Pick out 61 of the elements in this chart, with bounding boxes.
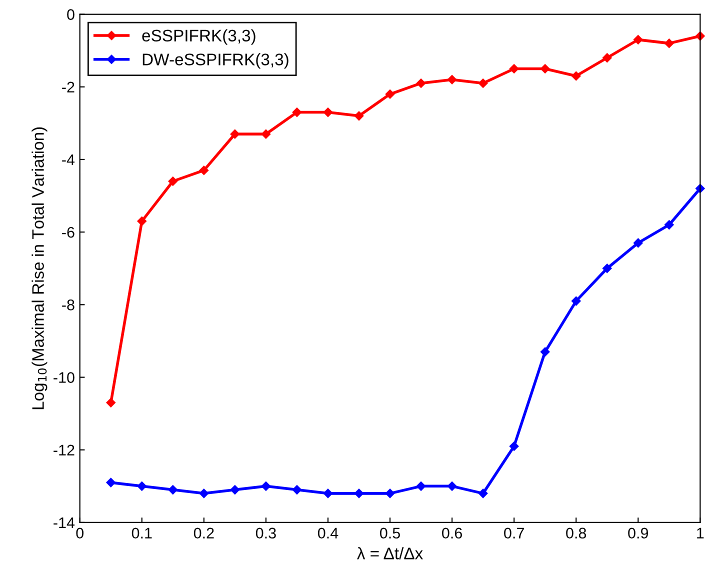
x-tick-label: 0.7: [504, 528, 524, 539]
legend-label: eSSPIFRK(3,3): [142, 29, 256, 45]
x-tick-label: 0.8: [566, 528, 586, 539]
x-tick-label: 0.5: [380, 528, 400, 539]
point: [261, 129, 271, 139]
point: [230, 485, 240, 494]
y-tick-label: -4: [62, 154, 75, 166]
x-axis-title: λ = Δt/Δx: [356, 547, 423, 560]
point: [137, 216, 147, 226]
point: [292, 485, 302, 494]
x-tick-label: 0.9: [628, 528, 648, 539]
legend-label: DW-eSSPIFRK(3,3): [142, 53, 288, 69]
point: [540, 347, 550, 356]
point: [634, 238, 643, 248]
x-tick-label: 0.3: [256, 528, 276, 539]
point: [385, 90, 395, 99]
y-tick-label: -10: [54, 372, 74, 383]
point: [509, 64, 519, 74]
x-tick-label: 0.1: [132, 528, 152, 539]
point: [664, 220, 674, 230]
point: [447, 482, 457, 491]
point: [602, 264, 612, 273]
point: [168, 485, 178, 494]
point: [509, 442, 519, 451]
point: [230, 129, 240, 139]
point: [106, 478, 116, 488]
point: [602, 53, 612, 62]
point: [571, 71, 581, 81]
point: [168, 176, 178, 186]
point: [664, 38, 674, 48]
point: [106, 398, 116, 408]
y-tick-label: -14: [54, 517, 75, 528]
point: [634, 35, 643, 44]
point: [385, 488, 395, 498]
point: [199, 488, 209, 498]
x-tick-label: 0.2: [194, 528, 214, 539]
x-tick-label: 0.6: [442, 528, 462, 539]
point: [540, 64, 550, 74]
point: [199, 166, 209, 175]
point: [323, 108, 333, 117]
point: [354, 111, 364, 121]
point: [323, 488, 333, 498]
point: [137, 482, 147, 491]
point: [354, 488, 364, 498]
point: [447, 74, 457, 84]
y-tick-label: -12: [54, 444, 74, 456]
point: [416, 78, 426, 88]
x-tick-label: 0: [76, 528, 84, 539]
y-tick-label: -8: [62, 300, 74, 310]
point: [261, 482, 271, 491]
x-tick-label: 0.4: [318, 528, 338, 539]
point: [478, 488, 488, 498]
x-tick-label: 1: [697, 528, 704, 538]
y-tick-label: -6: [62, 226, 74, 238]
y-axis-title: Log$_{10}$(Maximal Rise in Total Variation): [32, 127, 48, 410]
point: [478, 78, 488, 88]
y-tick-label: -2: [62, 82, 74, 92]
point: [416, 482, 426, 491]
point: [292, 108, 302, 117]
y-tick-label: 0: [67, 9, 74, 20]
point: [571, 296, 581, 306]
